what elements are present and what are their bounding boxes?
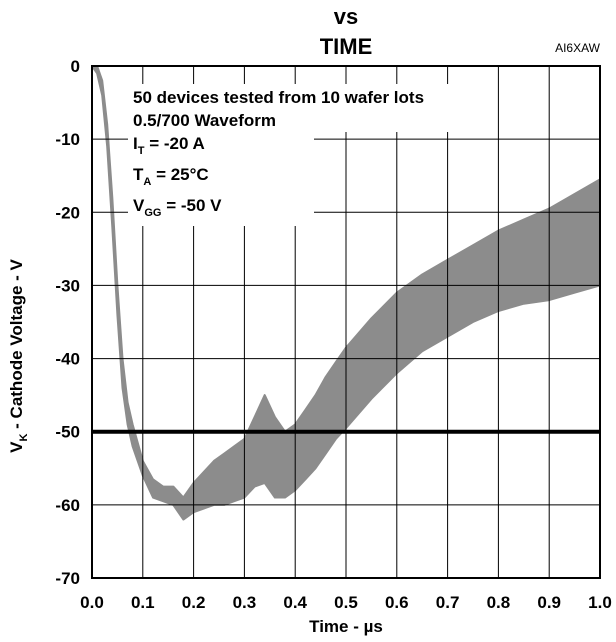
plot-frame [91,65,601,579]
annotation-block: 50 devices tested from 10 wafer lots 0.5… [133,88,424,219]
x-tick-label: 0.3 [233,593,257,612]
x-tick-label: 0.6 [385,593,409,612]
annotation-background [128,84,486,226]
annotation-devices: 50 devices tested from 10 wafer lots [133,88,424,107]
x-tick-label: 0.8 [487,593,511,612]
annotation-waveform: 0.5/700 Waveform [133,111,276,130]
y-tick-label: -50 [55,423,80,442]
x-tick-label: 0.5 [334,593,358,612]
annotation-background-top [128,84,486,132]
y-tick-label: -20 [55,203,80,222]
y-tick-label: -60 [55,496,80,515]
annotation-temperature: TA = 25°C [133,165,209,188]
x-tick-label: 1.0 [588,593,612,612]
x-axis-label: Time - µs [309,617,383,636]
figure-code: AI6XAW [555,41,601,55]
y-tick-label: -10 [55,130,80,149]
x-tick-label: 0.9 [537,593,561,612]
y-tick-labels: 0 -10 -20 -30 -40 -50 -60 -70 [55,57,80,588]
x-tick-label: 0.1 [131,593,155,612]
x-tick-label: 0.7 [436,593,460,612]
annotation-gate-voltage: VGG = -50 V [133,196,222,219]
plot-frame-layer [91,65,601,579]
x-tick-labels: 0.0 0.1 0.2 0.3 0.4 0.5 0.6 0.7 0.8 0.9 1.0 [80,593,612,612]
chart-title-line1: vs [334,4,358,29]
y-tick-label: -40 [55,350,80,369]
annotation-current: IT = -20 A [133,134,205,157]
x-tick-label: 0.0 [80,593,104,612]
y-tick-label: 0 [71,57,80,76]
y-axis-label: VK - Cathode Voltage - V [7,258,30,452]
x-tick-label: 0.2 [182,593,206,612]
x-tick-label: 0.4 [283,593,307,612]
chart-title-line2: TIME [320,34,373,59]
y-tick-label: -30 [55,276,80,295]
annotation-background-bottom [128,130,314,226]
grid-layer [92,66,600,578]
y-tick-label: -70 [55,569,80,588]
